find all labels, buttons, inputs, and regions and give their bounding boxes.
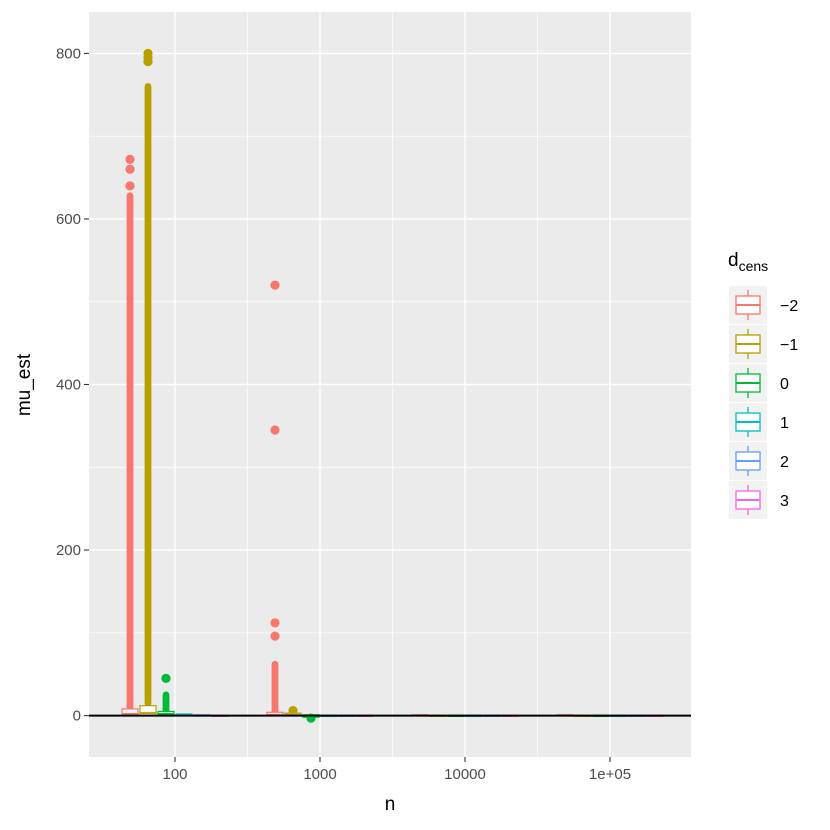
outlier-point [125,164,135,174]
legend: dcens −2 −1 0 1 2 3 [728,250,798,519]
legend-label: −2 [780,298,798,315]
outlier-point [270,280,280,290]
outlier-column [162,691,170,715]
legend-title-main: d [728,250,739,271]
legend-label: 2 [780,454,789,471]
x-axis-title: n [385,794,396,815]
legend-keys: −2 −1 0 1 2 3 [729,286,798,519]
outlier-point [161,673,171,683]
legend-key: −2 [729,286,798,324]
boxplot-group [121,154,139,717]
y-axis-title: mu_est [14,353,35,416]
legend-key: 1 [729,403,789,441]
x-tick-label: 100 [162,766,187,783]
legend-title: dcens [728,250,768,274]
outlier-point [143,48,153,58]
boxplot-group [157,673,175,717]
x-axis: 100 1000 10000 1e+05 [162,757,631,783]
y-tick-label: 800 [56,45,81,62]
outlier-column [144,83,152,707]
legend-key: 0 [729,364,789,402]
y-axis: 0 200 400 600 800 [56,45,89,725]
legend-key: 3 [729,481,789,519]
y-tick-label: 200 [56,542,81,559]
x-tick-label: 10000 [444,766,486,783]
legend-label: 1 [780,415,789,432]
outlier-point [270,631,280,641]
y-tick-label: 400 [56,377,81,394]
outlier-point [270,425,280,435]
legend-label: 3 [780,493,789,510]
legend-key: −1 [729,325,798,363]
y-tick-label: 0 [73,708,81,725]
legend-title-sub: cens [739,258,769,274]
outlier-point [270,618,280,628]
outlier-point [125,181,135,191]
boxplot-group [266,280,284,717]
x-tick-label: 1e+05 [589,766,631,783]
legend-key: 2 [729,442,789,480]
outlier-column [271,660,279,715]
legend-label: −1 [780,337,798,354]
y-tick-label: 600 [56,211,81,228]
outlier-point [125,154,135,164]
x-tick-label: 1000 [303,766,336,783]
boxplot-group [139,48,157,717]
legend-label: 0 [780,376,789,393]
outlier-column [126,192,134,711]
